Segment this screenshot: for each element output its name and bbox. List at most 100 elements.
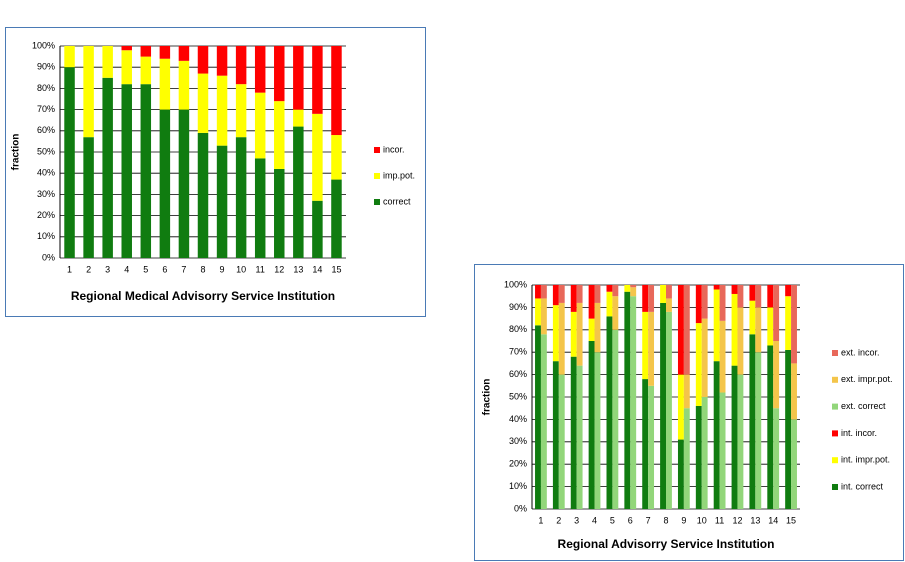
bar-segment (785, 285, 792, 297)
legend-label: incor. (383, 144, 405, 154)
bar-segment (773, 408, 780, 509)
x-tick-label: 7 (646, 515, 651, 525)
bar-segment (576, 285, 583, 303)
legend-swatch (374, 199, 380, 205)
bar-segment (719, 392, 726, 509)
bar-segment (731, 285, 738, 294)
bar-segment (558, 302, 565, 375)
bar-segment (83, 46, 94, 138)
bar-segment (731, 365, 738, 509)
bar-segment (293, 126, 304, 258)
bar-segment (695, 405, 702, 509)
bar-segment (624, 285, 631, 292)
bar-segment (719, 285, 726, 321)
y-axis-title: fraction (482, 379, 493, 416)
bar-segment (235, 46, 247, 85)
bar-segment (588, 341, 595, 509)
legend-swatch (374, 147, 380, 153)
x-tick-label: 3 (574, 515, 579, 525)
bar-segment (701, 397, 708, 509)
y-tick-label: 90% (509, 302, 527, 312)
bar-segment (666, 298, 672, 312)
x-tick-label: 6 (162, 264, 167, 274)
bar-segment (216, 145, 228, 258)
bar-segment (773, 285, 780, 341)
bar-segment (552, 285, 559, 306)
bar-segment (791, 285, 797, 364)
y-tick-label: 90% (37, 62, 55, 72)
legend-label: imp.pot. (383, 170, 415, 180)
y-tick-label: 40% (37, 168, 55, 178)
bar-segment (540, 298, 547, 335)
bar-segment (785, 296, 792, 350)
bar-segment (540, 334, 547, 509)
bar-segment (767, 307, 774, 346)
bar-segment (666, 285, 672, 299)
bar-segment (274, 168, 285, 258)
bar-segment (773, 341, 780, 409)
bar-segment (570, 356, 577, 509)
bar-segment (767, 345, 774, 509)
bar-segment (749, 285, 756, 301)
bar-segment (642, 311, 649, 380)
x-axis-title: Regional Medical Advisorry Service Insti… (71, 289, 335, 303)
chart-frame (474, 264, 904, 561)
bar-segment (159, 46, 171, 59)
bar-segment (606, 291, 613, 317)
bar-segment (588, 285, 595, 319)
bar-segment (594, 352, 601, 509)
bar-segment (749, 300, 756, 335)
bar-segment (713, 361, 720, 509)
bar-segment (293, 46, 304, 110)
legend-swatch (832, 403, 838, 410)
bar-segment (660, 285, 666, 303)
bar-segment (552, 361, 559, 509)
x-tick-label: 10 (236, 264, 246, 274)
bar-segment (64, 46, 75, 68)
x-tick-label: 13 (750, 515, 760, 525)
x-tick-label: 7 (181, 264, 186, 274)
bar-segment (612, 285, 619, 297)
bar-segment (695, 285, 702, 324)
bar-segment (701, 318, 708, 397)
bar-segment (254, 158, 266, 258)
bar-segment (713, 289, 720, 362)
bar-segment (178, 46, 190, 61)
bar-segment (178, 60, 190, 110)
bar-segment (606, 316, 613, 509)
y-tick-label: 20% (37, 210, 55, 220)
x-tick-label: 2 (86, 264, 91, 274)
x-tick-label: 6 (628, 515, 633, 525)
x-axis-title: Regional Advisorry Service Institution (558, 537, 775, 551)
bar-segment (648, 285, 655, 312)
x-tick-label: 5 (610, 515, 615, 525)
bar-segment (535, 298, 541, 326)
y-tick-label: 70% (37, 104, 55, 114)
bar-segment (331, 179, 342, 258)
x-tick-label: 4 (592, 515, 597, 525)
bar-segment (648, 385, 655, 509)
bar-segment (737, 374, 744, 509)
legend-swatch (832, 350, 838, 356)
bar-segment (254, 46, 266, 93)
bar-segment (312, 113, 323, 201)
y-tick-label: 60% (509, 369, 527, 379)
bar-segment (140, 84, 152, 258)
bar-segment (102, 77, 113, 258)
x-tick-label: 4 (124, 264, 129, 274)
y-tick-label: 10% (509, 481, 527, 491)
bar-segment (216, 46, 228, 76)
x-tick-label: 14 (768, 515, 778, 525)
y-tick-label: 80% (37, 83, 55, 93)
y-axis-title: fraction (11, 134, 22, 171)
bar-segment (677, 439, 684, 509)
legend-swatch (832, 457, 838, 464)
bar-segment (274, 101, 285, 169)
bar-segment (274, 46, 285, 102)
y-tick-label: 10% (37, 231, 55, 241)
x-tick-label: 2 (556, 515, 561, 525)
bar-segment (719, 320, 726, 393)
bar-segment (630, 287, 637, 297)
bar-segment (535, 325, 541, 509)
